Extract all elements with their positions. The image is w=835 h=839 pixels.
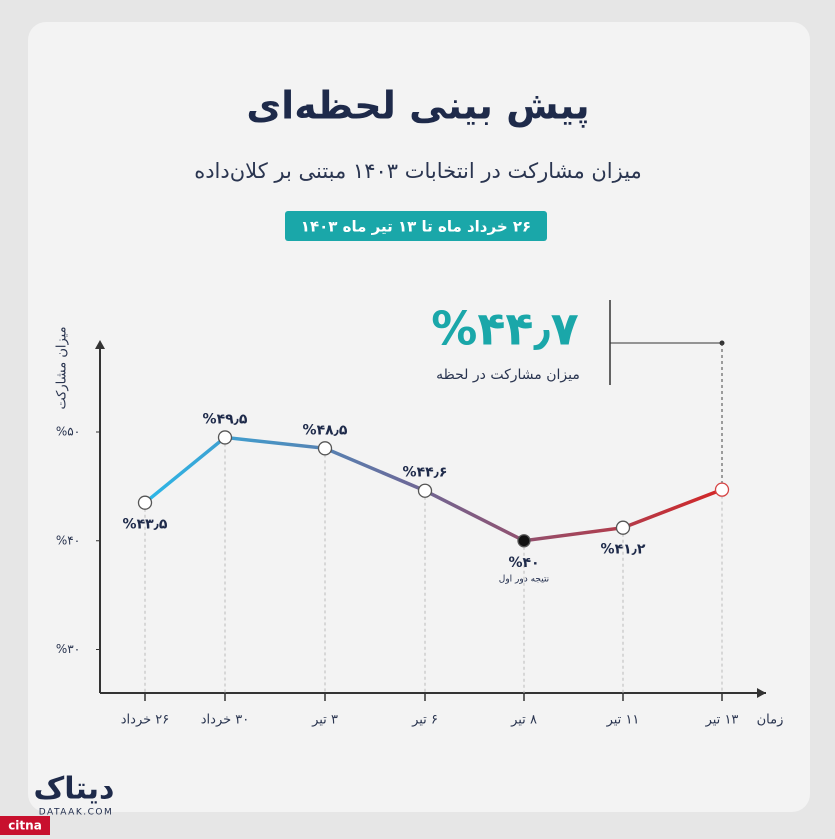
y-tick-label: %۵۰ — [56, 425, 80, 439]
watermark: citna — [8, 819, 42, 833]
value-label: %۴۱٫۲ — [601, 542, 646, 558]
value-label: %۴۰ — [508, 555, 539, 571]
annotation: نتیجه دور اول — [499, 574, 549, 584]
callout-value: %۴۴٫۷ — [431, 302, 579, 356]
x-tick-label: ۳۰ خرداد — [201, 713, 250, 728]
value-label: %۴۳٫۵ — [123, 517, 168, 533]
point — [137, 495, 153, 510]
point — [417, 483, 433, 498]
x-tick-label: ۶ تیر — [411, 713, 438, 728]
watermark-badge — [0, 816, 50, 835]
y-axis-label: میزان مشارکت — [55, 326, 70, 409]
x-tick-label: ۱۱ تیر — [606, 713, 640, 728]
date-range: ۲۶ خرداد ماه تا ۱۳ تیر ماه ۱۴۰۳ — [301, 218, 531, 236]
value-label: %۴۸٫۵ — [303, 422, 348, 438]
x-tick-label: ۸ تیر — [510, 713, 537, 728]
point — [517, 534, 531, 548]
subtitle: میزان مشارکت در انتخابات ۱۴۰۳ مبتنی بر ک… — [194, 159, 642, 183]
logo-url: DATAAK.COM — [39, 808, 114, 818]
card — [28, 22, 810, 812]
y-arrow — [95, 340, 105, 349]
point — [615, 520, 631, 535]
title: پیش بینی لحظه‌ای — [246, 84, 589, 128]
date-badge — [285, 211, 547, 241]
x-tick-label: ۳ تیر — [311, 713, 338, 728]
x-axis-label: زمان — [757, 713, 784, 728]
y-tick-label: %۳۰ — [56, 642, 80, 656]
point — [714, 482, 730, 497]
value-label: %۴۹٫۵ — [203, 411, 248, 427]
logo: دیتاک — [34, 772, 115, 807]
x-tick-label: ۲۶ خرداد — [121, 713, 170, 728]
point — [317, 441, 333, 456]
callout-caption: میزان مشارکت در لحظه — [436, 367, 580, 383]
point — [217, 430, 233, 445]
x-arrow — [757, 688, 766, 698]
value-label: %۴۴٫۶ — [403, 465, 448, 481]
y-tick-label: %۴۰ — [56, 533, 80, 547]
x-tick-label: ۱۳ تیر — [705, 713, 739, 728]
